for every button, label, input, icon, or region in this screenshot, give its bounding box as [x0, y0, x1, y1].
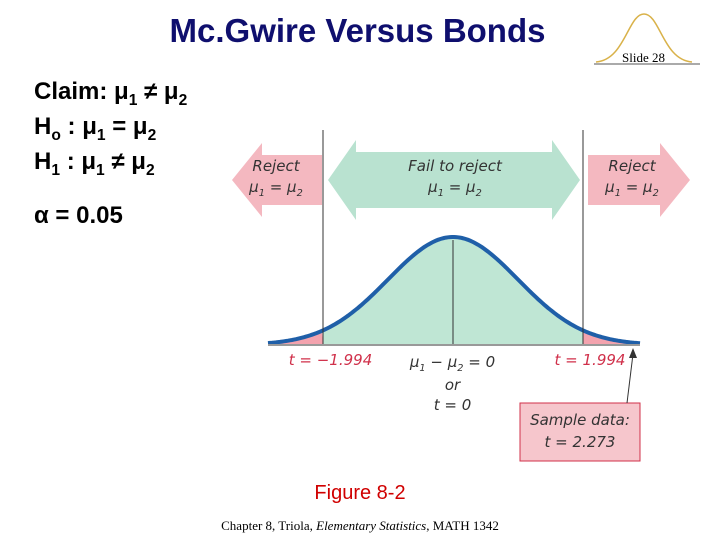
normal-curve [267, 235, 641, 346]
alpha: α = 0.05 [34, 202, 123, 230]
text-part: H [34, 148, 52, 175]
text-part: 2 [147, 126, 157, 144]
text-part: ≠ μ [137, 78, 179, 105]
right-tail [583, 330, 640, 345]
bell-icon [595, 13, 693, 63]
text-part: 2 [145, 161, 155, 179]
text-part: Elementary Statistics [316, 518, 427, 533]
text-part: 1 [437, 188, 444, 199]
text-part: = μ [443, 178, 476, 196]
text-part: 2 [475, 188, 482, 199]
text-part: 1 [419, 363, 426, 374]
reject-arrow-left [232, 143, 322, 217]
sample-pointer [626, 353, 634, 404]
sample-label: Sample data: [530, 411, 630, 429]
text-part: 1 [96, 161, 105, 179]
text-part: ≠ μ [104, 148, 146, 175]
or-label: or [444, 376, 461, 394]
text-part: = μ [264, 178, 297, 196]
reject-condition: μ1 = μ2 [592, 178, 672, 199]
text-part: : μ [60, 113, 97, 140]
critical-value-left: t = −1.994 [288, 351, 373, 369]
sample-value: t = 2.273 [544, 433, 616, 451]
text-part: = μ [105, 113, 148, 140]
slide-number: Slide 28 [622, 50, 665, 65]
alt-hypothesis: H1 : μ1 ≠ μ2 [34, 148, 155, 180]
text-part: 2 [652, 188, 659, 199]
text-part: α = 0.05 [34, 202, 123, 229]
text-part: μ [428, 178, 438, 196]
text-part: 1 [614, 188, 621, 199]
text-part: 1 [128, 91, 138, 109]
null-hypothesis: Ho : μ1 = μ2 [34, 113, 156, 145]
reject-label: Reject [252, 157, 300, 175]
text-part: H [34, 113, 52, 140]
text-part: : μ [60, 148, 97, 175]
text-part: 2 [296, 188, 303, 199]
text-part: 1 [96, 126, 106, 144]
text-part: = μ [620, 178, 653, 196]
footer: Chapter 8, Triola, Elementary Statistics… [0, 518, 720, 534]
fail-label: Fail to reject [408, 157, 502, 175]
fail-arrow [328, 140, 580, 220]
center-label: μ1 − μ2 = 0 [390, 353, 515, 374]
text-part: Chapter 8, Triola, [221, 518, 317, 533]
reject-arrow-right [588, 143, 690, 217]
text-part: 1 [258, 188, 265, 199]
text-part: , MATH 1342 [426, 518, 499, 533]
critical-value-right: t = 1.994 [554, 351, 626, 369]
text-part: Claim: μ [34, 78, 129, 105]
reject-label: Reject [608, 157, 656, 175]
sample-box [519, 402, 641, 462]
reject-condition: μ1 = μ2 [236, 178, 316, 199]
text-part: − μ [425, 353, 458, 371]
text-part: 2 [457, 363, 464, 374]
text-part: μ [249, 178, 259, 196]
t-zero: t = 0 [433, 396, 472, 414]
claim: Claim: μ1 ≠ μ2 [34, 78, 187, 110]
text-part: 2 [178, 91, 188, 109]
text-part: o [51, 126, 61, 144]
text-part: = 0 [463, 353, 496, 371]
text-part: 1 [51, 161, 61, 179]
text-part: μ [409, 353, 420, 371]
text-part: μ [605, 178, 615, 196]
curve-line [267, 235, 641, 346]
figure-caption: Figure 8-2 [314, 482, 406, 504]
sample-pointer-head [629, 348, 637, 358]
left-tail [268, 330, 323, 345]
fail-condition: μ1 = μ2 [360, 178, 550, 199]
title: Mc.Gwire Versus Bonds [169, 12, 546, 49]
